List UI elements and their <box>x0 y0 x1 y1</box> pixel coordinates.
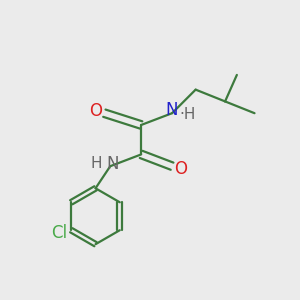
Text: ·H: ·H <box>179 107 196 122</box>
Text: O: O <box>174 160 188 178</box>
Text: N: N <box>166 101 178 119</box>
Text: H: H <box>90 156 102 171</box>
Text: N: N <box>106 155 119 173</box>
Text: Cl: Cl <box>51 224 67 242</box>
Text: O: O <box>89 102 102 120</box>
